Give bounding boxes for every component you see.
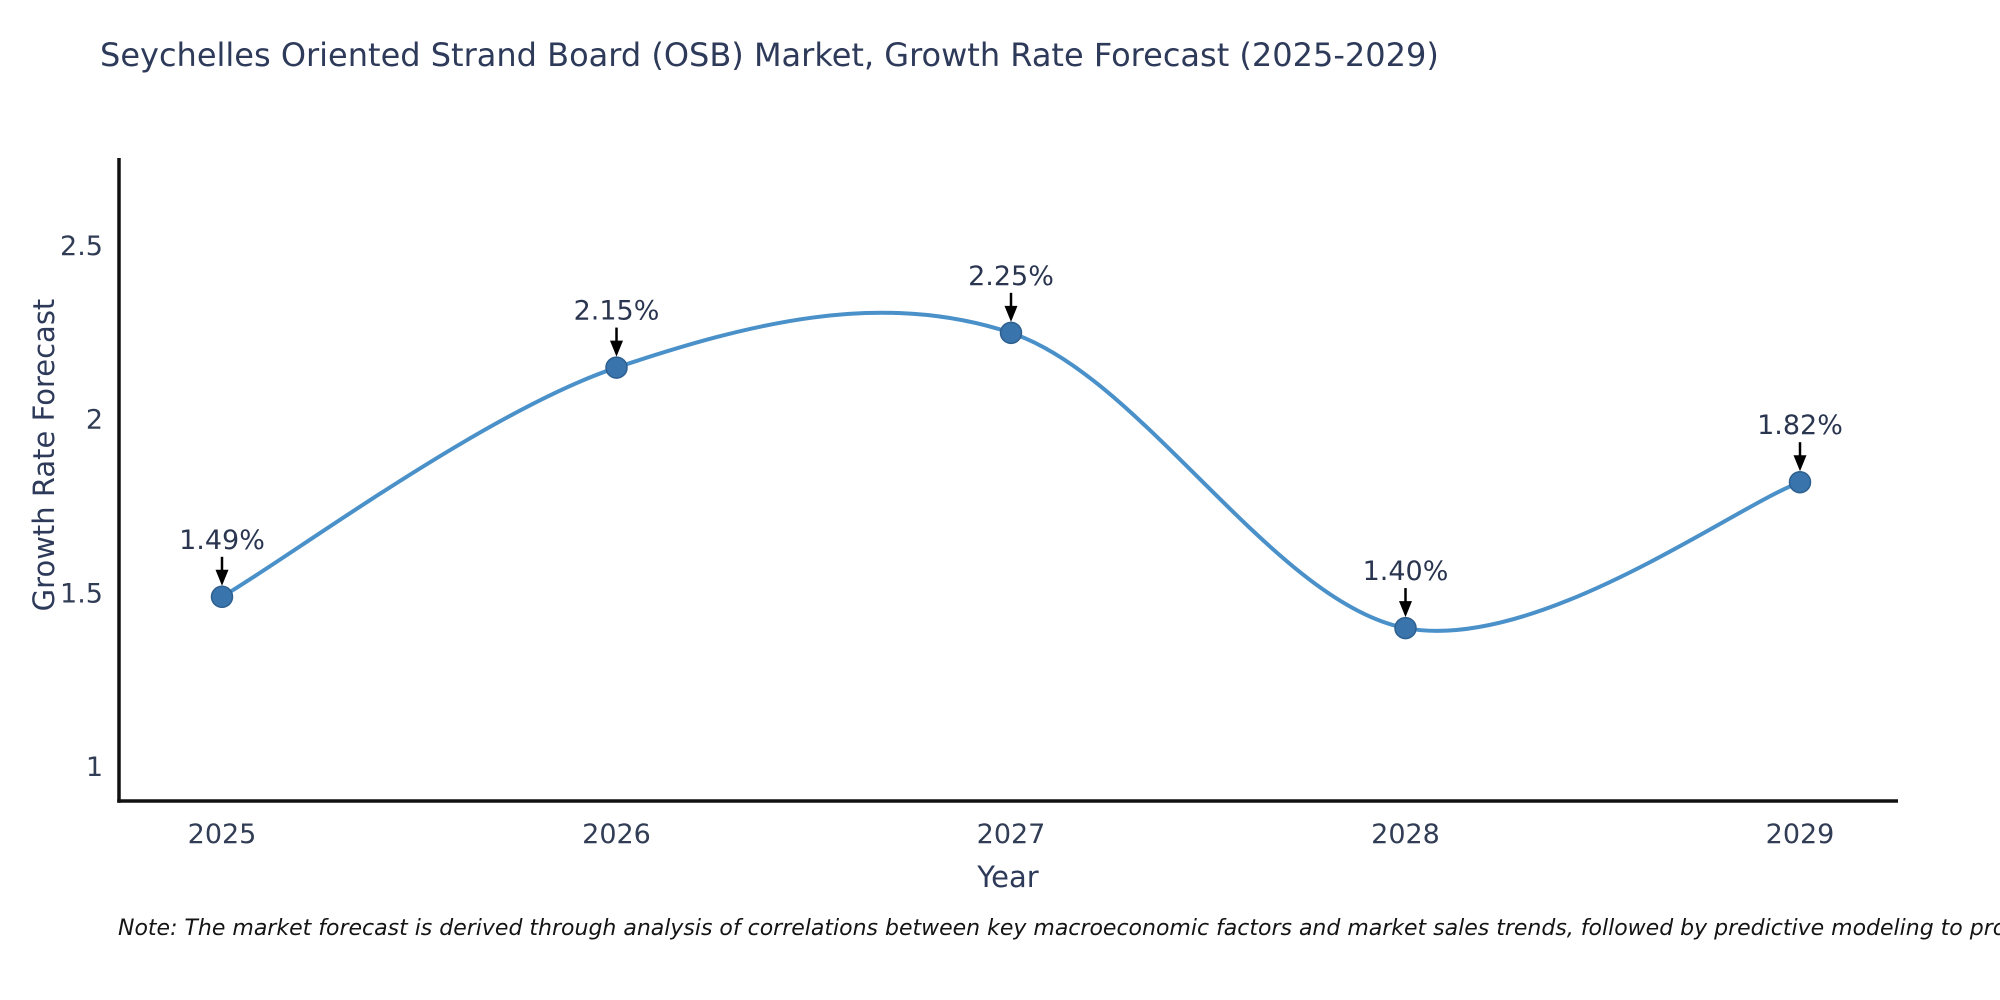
annotation-arrowhead-icon [1399,601,1412,618]
y-tick-label: 2 [86,405,103,436]
data-point-marker [1394,616,1417,640]
data-point-marker [605,356,628,379]
y-tick-label: 2.5 [60,231,103,262]
data-point-marker [999,321,1023,345]
annotation-label: 1.49% [179,525,265,556]
annotation-label: 2.15% [574,296,660,327]
x-tick-label: 2029 [1766,819,1835,850]
annotation-arrowhead-icon [1004,305,1018,322]
data-point-marker [210,585,234,609]
x-axis-title: Year [977,860,1039,894]
trend-line [220,310,1802,633]
data-point-marker [1788,470,1812,494]
annotation-arrowhead-icon [1793,455,1807,472]
x-tick-label: 2028 [1371,819,1440,850]
annotation-label: 1.82% [1757,410,1843,441]
chart-title: Seychelles Oriented Strand Board (OSB) M… [100,36,1439,74]
annotation-label: 1.40% [1363,556,1449,587]
note-text: Note: The market forecast is derived thr… [118,916,2000,941]
y-tick-label: 1 [86,752,103,783]
annotation-arrowhead-icon [610,340,623,357]
x-tick-label: 2025 [188,819,257,850]
annotation-label: 2.25% [968,261,1054,292]
y-tick-label: 1.5 [60,578,103,609]
x-tick-label: 2026 [582,819,651,850]
annotation-arrowhead-icon [215,569,229,586]
x-tick-label: 2027 [977,819,1046,850]
